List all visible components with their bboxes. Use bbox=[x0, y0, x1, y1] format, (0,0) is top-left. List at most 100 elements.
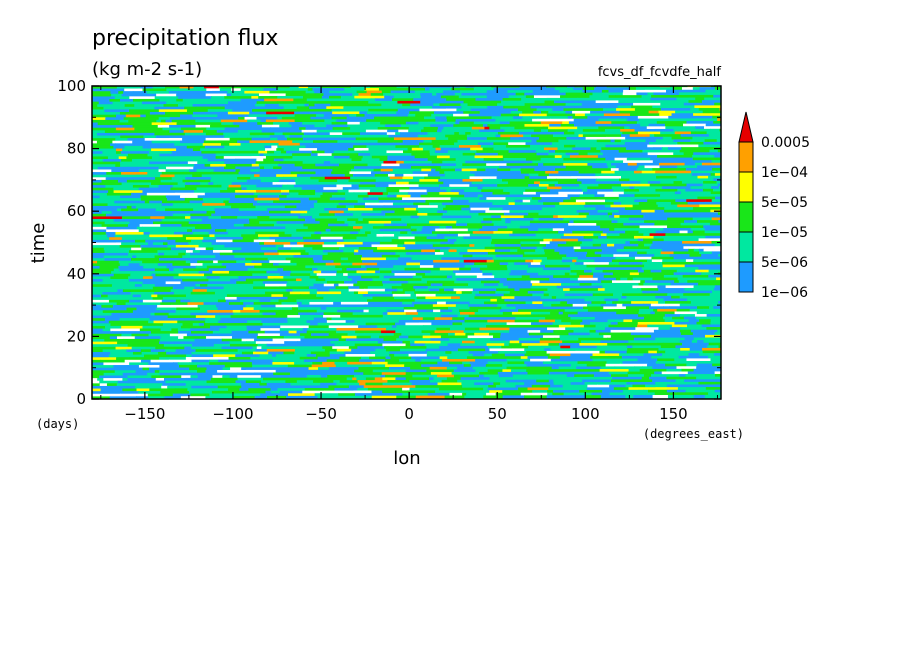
field-cell bbox=[460, 129, 480, 133]
field-cell bbox=[447, 278, 457, 282]
field-cell bbox=[412, 317, 424, 321]
field-cell bbox=[254, 197, 280, 202]
field-cell bbox=[190, 260, 198, 264]
field-cell bbox=[620, 129, 636, 133]
field-cell bbox=[498, 283, 504, 287]
field-cell bbox=[666, 376, 697, 381]
field-cell bbox=[527, 290, 545, 295]
field-cell bbox=[345, 192, 355, 196]
field-cell bbox=[241, 385, 248, 389]
field-cell bbox=[142, 226, 171, 231]
field-cell bbox=[520, 171, 546, 175]
field-cell bbox=[203, 302, 230, 306]
field-cell bbox=[677, 188, 686, 193]
field-cell bbox=[267, 208, 286, 212]
field-cell bbox=[703, 308, 721, 313]
field-cell bbox=[221, 122, 234, 126]
field-cell bbox=[495, 134, 501, 138]
field-cell bbox=[483, 218, 502, 222]
field-cell bbox=[178, 273, 205, 277]
field-cell bbox=[524, 124, 550, 128]
field-cell bbox=[652, 277, 679, 282]
field-cell bbox=[649, 142, 678, 146]
field-cell bbox=[439, 356, 448, 360]
field-cell bbox=[323, 314, 341, 319]
field-cell bbox=[225, 203, 254, 207]
field-cell bbox=[566, 301, 584, 305]
field-cell bbox=[201, 223, 212, 228]
field-cell bbox=[109, 396, 137, 399]
field-cell bbox=[640, 181, 649, 185]
field-cell bbox=[240, 98, 265, 103]
field-cell bbox=[224, 96, 252, 100]
field-cell bbox=[555, 395, 573, 399]
field-cell bbox=[445, 348, 459, 352]
field-cell bbox=[111, 271, 129, 275]
field-cell bbox=[618, 290, 643, 295]
field-cell bbox=[588, 335, 604, 339]
field-cell bbox=[595, 173, 604, 177]
field-cell bbox=[464, 395, 484, 399]
field-cell bbox=[632, 319, 654, 323]
field-cell bbox=[163, 344, 178, 348]
field-cell bbox=[143, 231, 151, 236]
field-cell bbox=[143, 289, 151, 293]
field-cell bbox=[460, 343, 466, 347]
field-cell bbox=[320, 181, 344, 186]
field-cell bbox=[624, 189, 631, 193]
field-cell bbox=[261, 262, 274, 267]
field-cell bbox=[515, 317, 546, 321]
field-cell bbox=[685, 392, 709, 396]
field-cell bbox=[688, 100, 703, 104]
field-cell bbox=[231, 336, 258, 340]
field-cell bbox=[486, 238, 493, 243]
field-cell bbox=[496, 176, 526, 180]
field-cell bbox=[265, 364, 289, 369]
field-cell bbox=[248, 330, 266, 335]
x-tick-label: 0 bbox=[404, 405, 414, 423]
field-cell bbox=[202, 372, 218, 377]
field-cell bbox=[701, 254, 719, 258]
field-cell bbox=[448, 306, 471, 311]
field-cell bbox=[92, 331, 113, 335]
field-cell bbox=[546, 113, 576, 117]
field-cell bbox=[406, 262, 421, 266]
field-cell bbox=[345, 359, 360, 363]
field-cell bbox=[511, 311, 532, 316]
field-cell bbox=[385, 356, 392, 360]
field-cell bbox=[349, 171, 372, 175]
field-cell bbox=[260, 375, 290, 379]
field-cell bbox=[646, 126, 666, 130]
field-cell bbox=[341, 231, 351, 235]
field-cell bbox=[102, 349, 123, 353]
field-cell bbox=[665, 233, 675, 237]
field-cell bbox=[108, 320, 122, 325]
field-cell bbox=[505, 197, 533, 201]
field-cell bbox=[92, 352, 111, 356]
field-cell bbox=[432, 244, 446, 248]
field-cell bbox=[247, 208, 268, 212]
field-cell bbox=[403, 306, 432, 311]
field-cell bbox=[343, 239, 372, 243]
field-cell bbox=[429, 272, 457, 277]
field-cell bbox=[230, 367, 242, 371]
field-cell bbox=[469, 165, 484, 170]
field-cell bbox=[92, 297, 117, 301]
field-cell bbox=[718, 220, 721, 224]
field-cell bbox=[690, 301, 719, 305]
field-cell bbox=[292, 377, 309, 382]
field-cell bbox=[263, 158, 275, 163]
field-cell bbox=[282, 132, 305, 136]
field-cell bbox=[633, 395, 654, 399]
field-cell bbox=[608, 238, 639, 243]
field-cell bbox=[259, 315, 288, 319]
field-cell bbox=[349, 155, 364, 160]
field-cell bbox=[331, 171, 351, 175]
field-cell bbox=[253, 281, 264, 285]
field-cell bbox=[165, 257, 191, 262]
field-cell bbox=[301, 341, 314, 345]
field-cell bbox=[289, 189, 316, 194]
y-tick-label: 20 bbox=[67, 327, 86, 345]
field-cell bbox=[341, 291, 355, 295]
field-cell bbox=[331, 317, 341, 321]
